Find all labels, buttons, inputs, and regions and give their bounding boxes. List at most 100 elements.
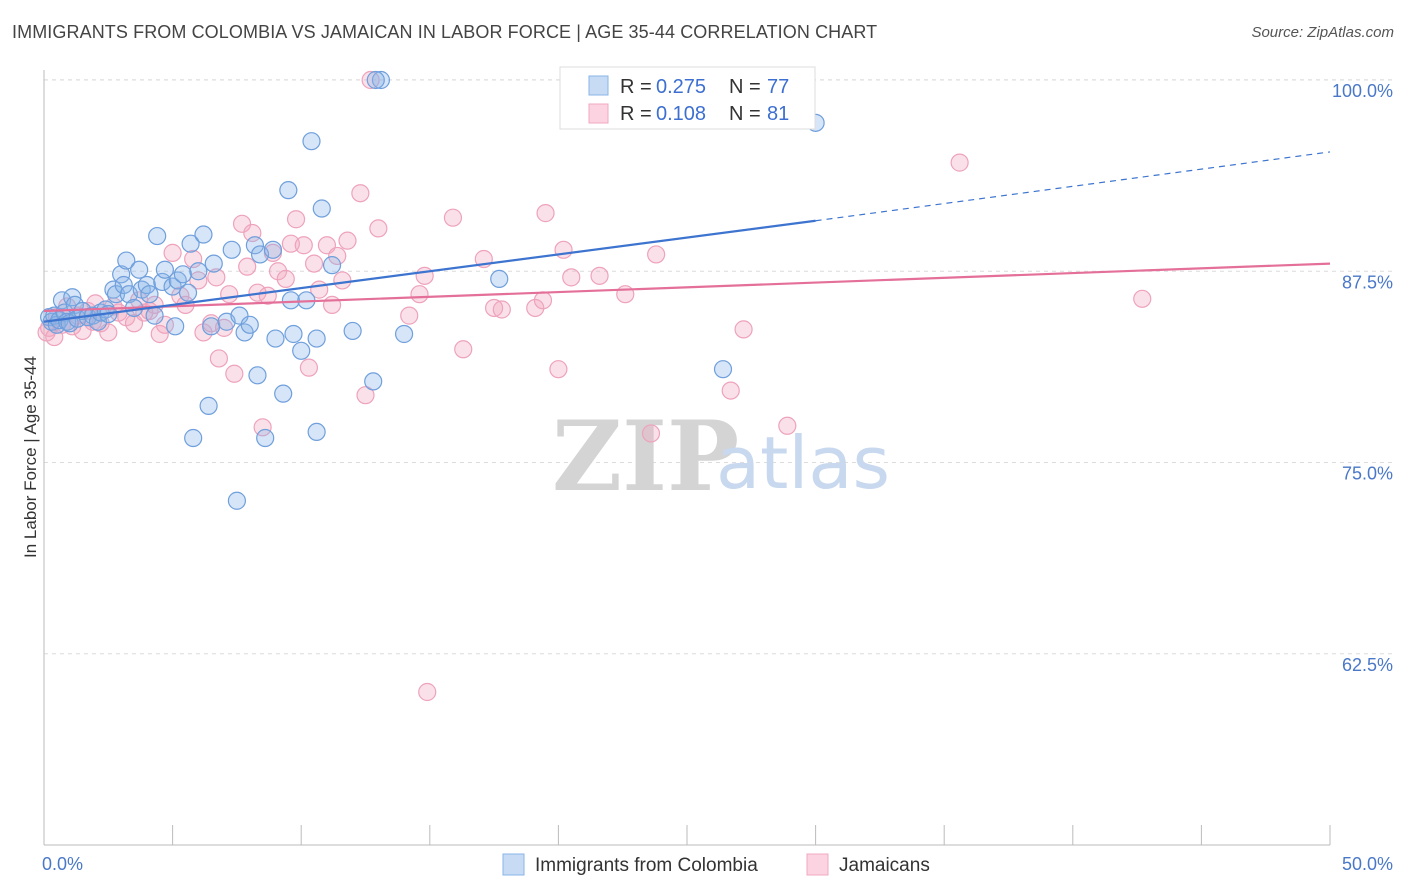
- jamaicans-point: [415, 266, 434, 285]
- colombia-point: [227, 491, 246, 510]
- jamaicans-point: [549, 360, 568, 379]
- legend-r-value-2: 0.108: [656, 103, 706, 125]
- jamaicans-point: [492, 300, 511, 319]
- colombia-point: [343, 321, 362, 341]
- colombia-point: [130, 260, 149, 279]
- colombia-point: [274, 384, 293, 403]
- colombia-point: [140, 285, 159, 304]
- legend-n-label-2: N =: [729, 103, 761, 125]
- legend-n-value-2: 81: [767, 103, 789, 125]
- watermark-atlas: atlas: [716, 421, 890, 505]
- colombia-point: [155, 260, 174, 279]
- colombia-point: [166, 317, 185, 336]
- jamaicans-point: [163, 243, 182, 262]
- jamaicans-point: [220, 285, 239, 304]
- colombia-point: [322, 256, 342, 275]
- bottom-legend-swatch-colombia: [502, 853, 525, 876]
- y-tick-label-1: 75.0%: [1342, 464, 1393, 484]
- jamaicans-point: [526, 298, 545, 318]
- legend-box: R = 0.275 N = 77 R = 0.108 N = 81: [559, 66, 816, 130]
- jamaicans-point: [145, 295, 164, 315]
- colombia-point: [713, 360, 733, 379]
- colombia-point: [307, 422, 326, 441]
- colombia-point: [248, 366, 267, 385]
- colombia-point: [284, 324, 303, 344]
- jamaicans-point: [590, 266, 609, 285]
- jamaicans-point: [536, 204, 555, 223]
- jamaicans-point: [207, 268, 226, 287]
- x-tick-label-1: 50.0%: [1342, 854, 1393, 874]
- colombia-point: [245, 236, 265, 255]
- colombia-point: [230, 306, 249, 325]
- colombia-point: [117, 251, 136, 270]
- x-tick-labels: 0.0% 50.0%: [42, 854, 1393, 874]
- jamaicans-point: [361, 70, 380, 90]
- jamaicans-point: [238, 257, 257, 276]
- jamaicans-point: [294, 236, 313, 255]
- jamaicans-point: [225, 364, 244, 383]
- jamaicans-point: [950, 153, 969, 172]
- colombia-point: [114, 275, 133, 295]
- jamaicans-point: [554, 240, 573, 259]
- colombia-trend-line: [43, 219, 816, 323]
- y-tick-labels: 62.5% 75.0% 87.5% 100.0%: [1332, 81, 1393, 675]
- x-tick-label-0: 0.0%: [42, 854, 83, 874]
- watermark: ZIP atlas: [552, 400, 890, 513]
- jamaicans-point: [418, 682, 437, 702]
- jamaicans-point: [616, 285, 635, 304]
- jamaicans-point: [356, 386, 375, 405]
- colombia-point: [189, 262, 208, 281]
- colombia-point: [266, 329, 285, 348]
- watermark-zip: ZIP: [552, 400, 739, 513]
- colombia-point: [194, 225, 213, 244]
- y-axis-label: In Labor Force | Age 35-44: [21, 356, 40, 558]
- jamaicans-point: [647, 245, 666, 264]
- legend-n-label-1: N =: [729, 76, 761, 98]
- y-tick-label-2: 87.5%: [1342, 272, 1393, 292]
- chart-title: IMMIGRANTS FROM COLOMBIA VS JAMAICAN IN …: [12, 22, 878, 42]
- jamaicans-point: [400, 306, 419, 325]
- colombia-point: [178, 283, 198, 302]
- colombia-point: [292, 341, 311, 360]
- colombia-point: [364, 372, 383, 391]
- jamaicans-point: [232, 214, 252, 233]
- colombia-point: [371, 70, 391, 90]
- colombia-point: [490, 269, 509, 288]
- colombia-point: [204, 254, 223, 273]
- colombia-point: [173, 265, 192, 284]
- jamaicans-point: [1133, 289, 1152, 308]
- legend-r-label-2: R =: [620, 103, 652, 125]
- jamaicans-point: [338, 231, 357, 250]
- colombia-point: [181, 234, 200, 253]
- colombia-point: [184, 428, 203, 448]
- colombia-point: [222, 240, 241, 259]
- colombia-point: [279, 181, 298, 200]
- trend-lines: [43, 151, 1331, 323]
- jamaicans-point: [209, 349, 228, 368]
- jamaicans-point: [299, 358, 319, 377]
- jamaicans-point: [562, 268, 581, 287]
- jamaicans-point: [351, 184, 370, 203]
- source-label: Source: ZipAtlas.com: [1251, 24, 1394, 41]
- jamaicans-point: [189, 271, 208, 290]
- jamaicans-point: [333, 271, 352, 290]
- legend-r-value-1: 0.275: [656, 76, 706, 98]
- axes: [43, 70, 1331, 846]
- legend-r-label-1: R =: [620, 76, 652, 98]
- colombia-point: [199, 396, 218, 415]
- colombia-point: [394, 324, 414, 344]
- jamaicans-point: [443, 208, 463, 227]
- legend-swatch-blue: [588, 75, 609, 96]
- colombia-trend-extension: [815, 151, 1331, 222]
- jamaicans-point: [253, 418, 272, 437]
- jamaicans-point: [268, 262, 288, 281]
- jamaicans-point: [533, 291, 553, 310]
- legend-n-value-1: 77: [767, 76, 789, 98]
- colombia-point: [366, 70, 385, 90]
- y-tick-label-3: 100.0%: [1332, 81, 1393, 101]
- jamaicans-point: [369, 219, 388, 238]
- bottom-legend: Immigrants from Colombia Jamaicans: [502, 853, 930, 876]
- jamaicans-points: [37, 70, 1152, 702]
- jamaicans-point: [328, 246, 347, 266]
